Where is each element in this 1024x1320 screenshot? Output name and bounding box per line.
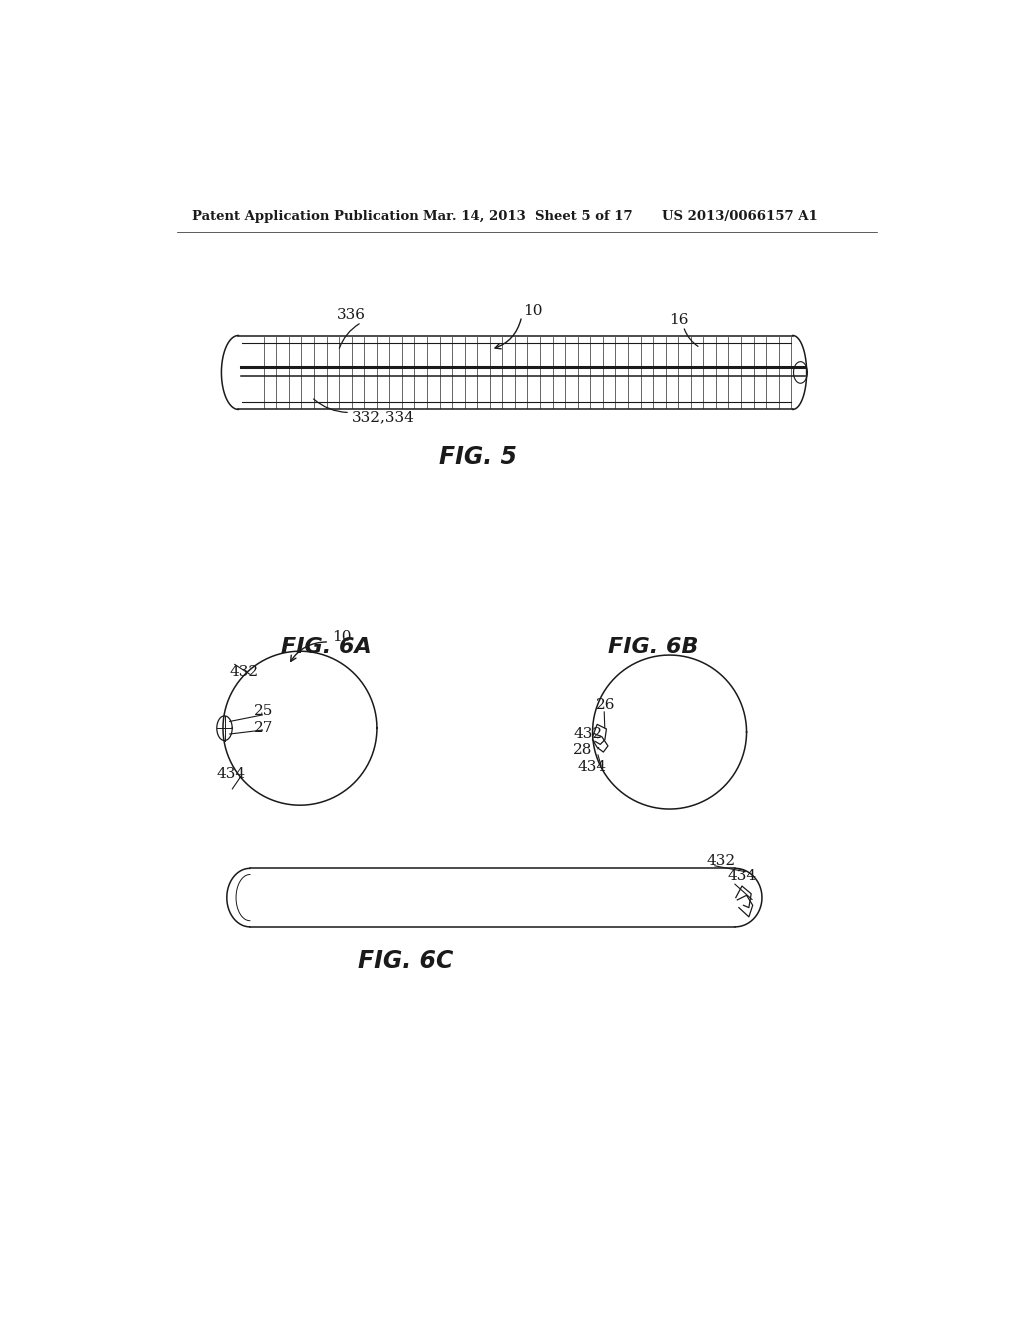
- Text: 432: 432: [573, 727, 602, 742]
- Text: 432: 432: [229, 665, 258, 678]
- Text: 336: 336: [337, 309, 366, 322]
- Text: 28: 28: [573, 743, 593, 756]
- Text: 10: 10: [523, 304, 543, 318]
- Text: FIG. 5: FIG. 5: [438, 445, 516, 469]
- Text: 434: 434: [578, 760, 606, 774]
- Text: 434: 434: [217, 767, 246, 781]
- Text: 25: 25: [254, 705, 273, 718]
- Text: 16: 16: [670, 313, 689, 327]
- Text: FIG. 6C: FIG. 6C: [357, 949, 453, 973]
- Text: US 2013/0066157 A1: US 2013/0066157 A1: [662, 210, 817, 223]
- Text: 434: 434: [727, 869, 757, 883]
- Text: FIG. 6B: FIG. 6B: [608, 638, 698, 657]
- Text: 332,334: 332,334: [352, 411, 415, 424]
- Text: FIG. 6A: FIG. 6A: [281, 638, 372, 657]
- Text: Patent Application Publication: Patent Application Publication: [193, 210, 419, 223]
- Text: Mar. 14, 2013  Sheet 5 of 17: Mar. 14, 2013 Sheet 5 of 17: [423, 210, 633, 223]
- Text: 10: 10: [333, 630, 352, 644]
- Text: 26: 26: [596, 698, 615, 711]
- Text: 432: 432: [707, 854, 735, 867]
- Text: 27: 27: [254, 721, 273, 735]
